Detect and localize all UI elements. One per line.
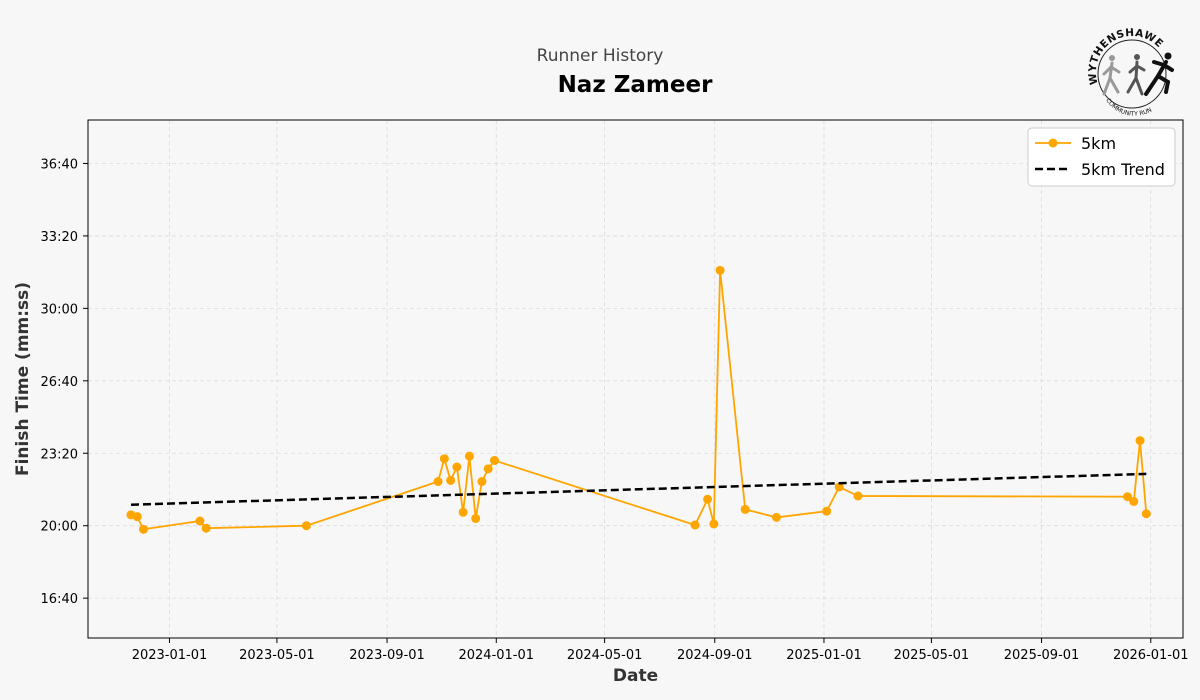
x-tick-label: 2023-09-01 <box>349 648 425 663</box>
y-tick-label: 33:20 <box>41 230 78 245</box>
legend-label: 5km Trend <box>1081 160 1165 179</box>
y-tick-label: 30:00 <box>41 302 78 317</box>
data-point-5km <box>1122 492 1132 502</box>
data-point-5km <box>471 513 481 523</box>
plot-frame <box>87 119 1184 639</box>
data-point-5km <box>446 475 456 485</box>
data-point-5km <box>483 464 493 474</box>
y-tick-label: 36:40 <box>41 157 78 172</box>
data-point-5km <box>301 521 311 531</box>
data-point-5km <box>715 265 725 275</box>
data-point-5km <box>822 506 832 516</box>
legend: 5km 5km Trend <box>1027 127 1176 187</box>
axes: 2023-01-01 2023-05-01 2023-09-01 2024-01-01… <box>13 157 1189 686</box>
x-tick-label: 2023-01-01 <box>132 648 208 663</box>
grid-lines <box>88 120 1183 638</box>
data-point-5km <box>477 477 487 487</box>
y-axis-label: Finish Time (mm:ss) <box>13 282 33 476</box>
data-point-5km <box>201 523 211 533</box>
chart-subtitle: Runner History <box>536 46 664 66</box>
x-tick-label: 2025-05-01 <box>894 648 970 663</box>
runner-figure-dark <box>1126 54 1146 96</box>
data-point-5km <box>740 504 750 514</box>
data-point-5km <box>703 494 713 504</box>
data-point-5km <box>709 519 719 529</box>
runner-name-title: Naz Zameer <box>557 72 713 98</box>
y-tick-label: 20:00 <box>41 520 78 535</box>
data-point-5km <box>433 477 443 487</box>
data-point-5km <box>439 454 449 464</box>
y-tick-label: 26:40 <box>41 375 78 390</box>
x-tick-label: 2023-05-01 <box>239 648 315 663</box>
x-tick-label: 2024-09-01 <box>677 648 753 663</box>
legend-marker-5km <box>1048 138 1058 148</box>
y-tick-label: 23:20 <box>41 447 78 462</box>
data-point-5km <box>132 512 142 522</box>
x-tick-label: 2024-01-01 <box>458 648 534 663</box>
data-point-5km <box>834 482 844 492</box>
trend-line <box>130 472 1147 506</box>
series-layer <box>126 265 1151 534</box>
svg-text:WYTHENSHAWE: WYTHENSHAWE <box>1087 27 1166 86</box>
data-point-5km <box>772 512 782 522</box>
x-tick-label: 2025-01-01 <box>786 648 862 663</box>
data-point-5km <box>489 456 499 466</box>
logo-top-text: WYTHENSHAWE <box>1087 27 1165 86</box>
runner-figure-black <box>1144 52 1174 96</box>
data-point-5km <box>1135 436 1145 446</box>
data-point-5km <box>853 491 863 501</box>
data-point-5km <box>195 516 205 526</box>
data-point-5km <box>690 520 700 530</box>
x-tick-label: 2025-09-01 <box>1004 648 1080 663</box>
legend-label: 5km <box>1081 134 1116 153</box>
x-tick-label: 2026-01-01 <box>1113 648 1189 663</box>
y-tick-label: 16:40 <box>41 592 78 607</box>
data-point-5km <box>464 451 474 461</box>
x-axis-label: Date <box>613 666 658 686</box>
data-point-5km <box>452 462 462 472</box>
wythenshawe-logo: WYTHENSHAWE COMMUNITY RUN <box>1087 27 1174 118</box>
data-point-5km <box>458 507 468 517</box>
x-tick-label: 2024-05-01 <box>567 648 643 663</box>
runner-figure-grey <box>1102 55 1121 96</box>
data-point-5km <box>139 524 149 534</box>
data-point-5km <box>1141 509 1151 519</box>
data-point-5km <box>1129 496 1139 506</box>
